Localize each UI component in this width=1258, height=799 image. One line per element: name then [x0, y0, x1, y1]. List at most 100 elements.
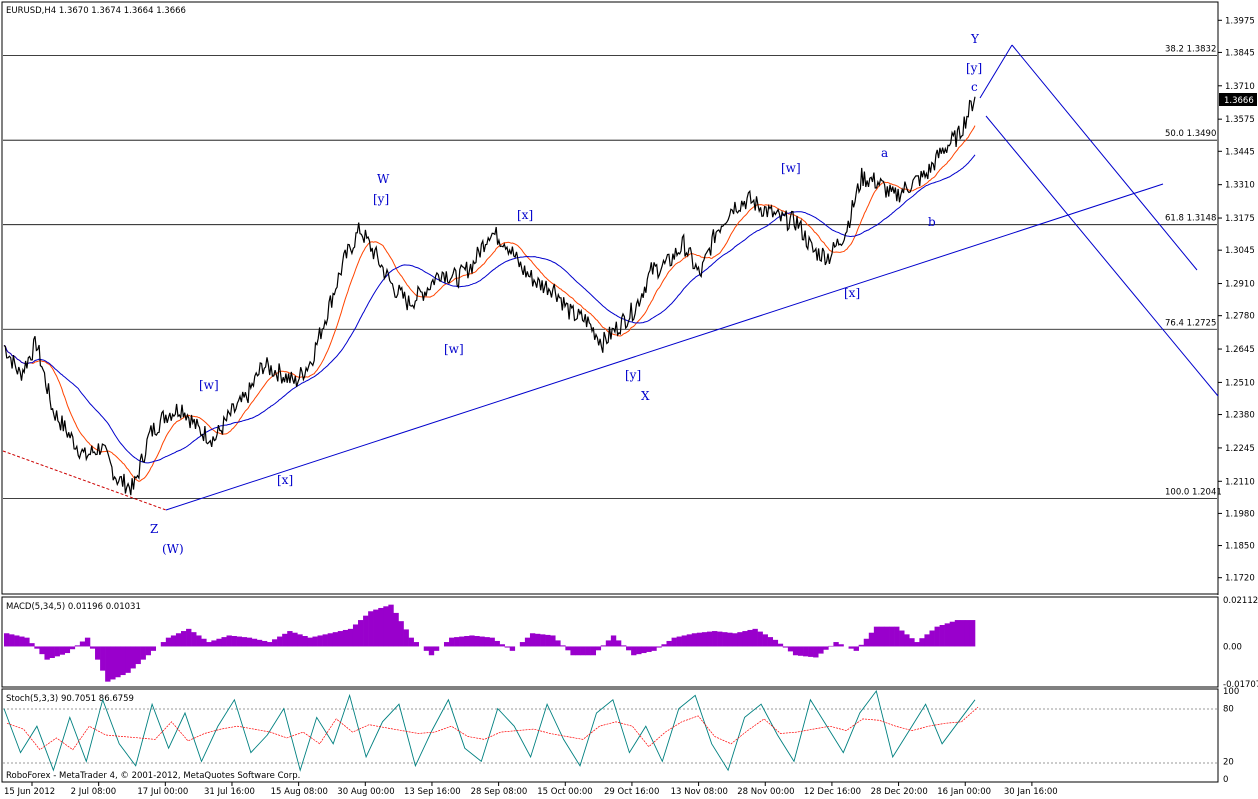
macd-bar — [641, 646, 647, 654]
macd-bar — [545, 634, 551, 647]
macd-bar — [277, 636, 283, 647]
macd-bar — [585, 646, 591, 656]
stoch-tick-label: 0 — [1223, 775, 1228, 785]
x-tick-label: 30 Aug 00:00 — [337, 787, 394, 797]
fib-level-label: 50.0 1.3490 — [1165, 129, 1216, 139]
macd-bar — [524, 637, 531, 647]
macd-bar — [196, 635, 202, 647]
macd-bar — [701, 632, 708, 647]
macd-bar — [934, 626, 940, 647]
y-tick-label: 1.3710 — [1225, 82, 1255, 92]
macd-bar — [236, 636, 242, 647]
macd-bar — [833, 642, 839, 647]
x-tick-label: 29 Oct 16:00 — [604, 787, 659, 797]
y-tick-label: 1.3310 — [1225, 181, 1255, 191]
macd-bar — [868, 632, 875, 647]
stoch-axis-ticks: 100 80 20 0 — [1223, 687, 1239, 785]
x-tick-label: 12 Dec 16:00 — [804, 787, 861, 797]
macd-bar — [9, 634, 15, 647]
stoch-main-line — [3, 689, 976, 772]
macd-bar — [494, 640, 500, 647]
price-series-line — [3, 96, 976, 496]
y-tick-label: 1.3445 — [1225, 147, 1255, 157]
macd-bar — [555, 640, 561, 647]
x-tick-label: 17 Jul 00:00 — [137, 787, 188, 797]
macd-bar — [342, 629, 349, 647]
macd-bar — [307, 637, 313, 647]
current-price-label: 1.3666 — [1224, 96, 1254, 106]
macd-bar — [170, 635, 177, 647]
macd-bar — [742, 631, 748, 647]
macd-bar — [782, 646, 789, 648]
channel-upper[interactable] — [1011, 44, 1198, 271]
channel-lower[interactable] — [985, 115, 1219, 397]
macd-bar — [241, 637, 248, 647]
macd-bar — [792, 646, 799, 656]
channel-upper-rise[interactable] — [979, 44, 1013, 99]
current-price-tag — [1219, 93, 1257, 106]
macd-bar — [924, 634, 930, 647]
macd-bar — [4, 633, 10, 647]
macd-bar — [261, 640, 268, 647]
macd-bar — [681, 635, 688, 647]
macd-bar — [944, 623, 951, 647]
wave-label-y-w: [y] — [373, 192, 389, 206]
chart-header: EURUSD,H4 1.3670 1.3674 1.3664 1.3666 — [6, 6, 186, 16]
macd-bar — [251, 638, 258, 647]
ma-slow-line — [3, 154, 976, 464]
macd-bar — [894, 626, 900, 647]
macd-bar — [747, 629, 753, 647]
macd-bar — [95, 646, 101, 660]
macd-bar — [24, 637, 30, 647]
macd-bar — [499, 644, 505, 647]
macd-bar — [449, 637, 455, 647]
macd-bar — [29, 643, 35, 647]
macd-bar — [853, 646, 859, 651]
wave-label-x-major: X — [641, 389, 650, 403]
macd-bar — [636, 646, 642, 655]
stoch-tick-label: 100 — [1223, 687, 1239, 697]
macd-bar — [84, 637, 91, 647]
macd-bar — [848, 646, 854, 649]
macd-bar — [363, 615, 369, 647]
wave-label-w-sep: [w] — [444, 342, 464, 356]
macd-bar — [352, 624, 359, 647]
wave-label-x-top: [x] — [517, 208, 533, 222]
macd-bar — [939, 625, 945, 647]
x-tick-label: 13 Sep 16:00 — [404, 787, 461, 797]
elliott-wave-labels: Y [y] c W [y] [x] [w] a b [x] [w] [w] [y… — [150, 32, 982, 556]
macd-bar — [105, 646, 111, 682]
red-dotted-line[interactable] — [2, 450, 167, 511]
macd-bar — [403, 629, 409, 647]
macd-bar — [808, 646, 814, 657]
macd-bar — [332, 632, 339, 647]
macd-bar — [226, 635, 232, 647]
macd-bar — [529, 633, 536, 647]
stoch-header: Stoch(5,3,3) 90.7051 86.6759 — [6, 694, 134, 704]
y-tick-label: 1.1980 — [1225, 509, 1255, 519]
macd-bar — [186, 628, 192, 647]
macd-bar — [256, 639, 263, 647]
y-tick-label: 1.1850 — [1225, 542, 1255, 552]
macd-bar — [803, 646, 809, 657]
y-tick-label: 1.2110 — [1225, 477, 1255, 487]
macd-bar — [54, 646, 60, 657]
macd-bar — [408, 637, 414, 647]
macd-bar — [110, 646, 116, 680]
macd-bar — [160, 642, 167, 647]
macd-bar — [580, 646, 586, 656]
wave-label-y-major: Y — [970, 32, 980, 46]
stoch-tick-label: 80 — [1223, 705, 1234, 715]
macd-bar — [757, 631, 763, 647]
lower-trendline[interactable] — [165, 183, 1164, 511]
macd-bar — [150, 646, 157, 651]
macd-bar — [125, 646, 131, 673]
y-tick-label: 1.1720 — [1225, 574, 1255, 584]
macd-bar — [221, 637, 227, 647]
macd-bar — [297, 634, 303, 647]
macd-bar — [135, 646, 141, 665]
macd-bar — [393, 612, 399, 647]
x-axis-ticks: 15 Jun 2012 2 Jul 08:00 17 Jul 00:00 31 Jul… — [4, 782, 1058, 797]
macd-bar — [696, 632, 703, 647]
